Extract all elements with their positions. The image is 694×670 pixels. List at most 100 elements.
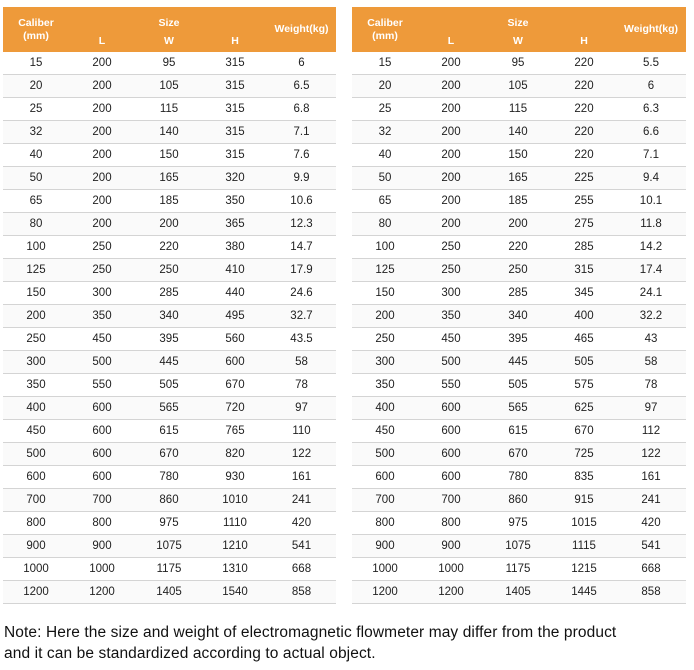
cell-weight: 122 [267,442,336,466]
cell-w: 975 [135,511,203,535]
cell-weight: 9.4 [616,166,686,190]
cell-h: 315 [203,120,267,144]
table-row: 500 600 670 725 122 [352,442,686,466]
cell-h: 220 [552,143,616,167]
table-row: 15 200 95 220 5.5 [352,52,686,75]
cell-caliber: 1000 [3,557,69,581]
cell-caliber: 900 [3,534,69,558]
cell-weight: 10.6 [267,189,336,213]
cell-l: 350 [418,304,484,328]
cell-l: 600 [69,419,135,443]
cell-weight: 161 [616,465,686,489]
cell-w: 165 [484,166,552,190]
table-row: 65 200 185 350 10.6 [3,189,336,213]
cell-h: 315 [203,74,267,98]
cell-l: 200 [69,52,135,75]
cell-weight: 7.6 [267,143,336,167]
cell-caliber: 350 [3,373,69,397]
cell-w: 615 [484,419,552,443]
cell-h: 1010 [203,488,267,512]
cell-l: 900 [69,534,135,558]
cell-h: 670 [552,419,616,443]
header-caliber-label: Caliber [367,16,403,29]
cell-h: 765 [203,419,267,443]
table-body-left: 15 200 95 315 6 20 200 105 315 6.5 25 200 115 315 6.8 3… [3,52,336,604]
table-row: 25 200 115 315 6.8 [3,97,336,121]
cell-l: 300 [69,281,135,305]
cell-weight: 241 [267,488,336,512]
cell-l: 200 [418,97,484,121]
cell-h: 440 [203,281,267,305]
cell-l: 200 [418,120,484,144]
table-row: 800 800 975 1110 420 [3,511,336,535]
cell-caliber: 65 [3,189,69,213]
cell-l: 500 [418,350,484,374]
cell-caliber: 20 [352,74,418,98]
cell-weight: 17.4 [616,258,686,282]
cell-weight: 11.8 [616,212,686,236]
cell-caliber: 100 [352,235,418,259]
dimension-table-left: Caliber (mm) Size Weight(kg) L W H 15 200… [3,7,336,604]
cell-caliber: 200 [3,304,69,328]
cell-l: 600 [418,465,484,489]
table-row: 100 250 220 285 14.2 [352,235,686,259]
cell-h: 1210 [203,534,267,558]
cell-weight: 6 [267,52,336,75]
cell-l: 200 [418,166,484,190]
cell-weight: 668 [616,557,686,581]
cell-weight: 97 [616,396,686,420]
cell-l: 200 [69,97,135,121]
table-row: 125 250 250 315 17.4 [352,258,686,282]
dimension-table-right: Caliber (mm) Size Weight(kg) L W H 15 200… [352,7,686,604]
cell-weight: 32.7 [267,304,336,328]
header-w: W [484,30,552,52]
header-h: H [552,30,616,52]
cell-weight: 58 [267,350,336,374]
footnote-line-1: Note: Here the size and weight of electr… [4,624,617,641]
cell-caliber: 32 [352,120,418,144]
cell-l: 1000 [418,557,484,581]
table-row: 700 700 860 915 241 [352,488,686,512]
table-row: 900 900 1075 1115 541 [352,534,686,558]
cell-weight: 12.3 [267,212,336,236]
cell-h: 915 [552,488,616,512]
cell-h: 725 [552,442,616,466]
cell-weight: 6.3 [616,97,686,121]
cell-weight: 110 [267,419,336,443]
cell-l: 1000 [69,557,135,581]
cell-weight: 43 [616,327,686,351]
header-weight: Weight(kg) [616,7,686,52]
table-row: 1200 1200 1405 1445 858 [352,580,686,604]
cell-h: 315 [203,143,267,167]
table-row: 800 800 975 1015 420 [352,511,686,535]
table-row: 32 200 140 220 6.6 [352,120,686,144]
header-size: Size [484,7,552,30]
table-row: 32 200 140 315 7.1 [3,120,336,144]
cell-weight: 5.5 [616,52,686,75]
header-caliber: Caliber (mm) [352,7,418,52]
cell-h: 495 [203,304,267,328]
table-row: 300 500 445 505 58 [352,350,686,374]
cell-h: 320 [203,166,267,190]
cell-l: 200 [69,74,135,98]
cell-weight: 78 [616,373,686,397]
cell-weight: 9.9 [267,166,336,190]
cell-w: 565 [484,396,552,420]
table-row: 450 600 615 670 112 [352,419,686,443]
cell-w: 670 [135,442,203,466]
cell-w: 1405 [484,580,552,604]
cell-l: 250 [418,258,484,282]
cell-h: 255 [552,189,616,213]
cell-caliber: 450 [3,419,69,443]
header-caliber-unit: (mm) [372,29,398,42]
cell-h: 315 [203,52,267,75]
cell-l: 200 [418,212,484,236]
cell-l: 200 [69,166,135,190]
footnote-line-2: and it can be standardized according to … [4,645,376,662]
cell-w: 140 [484,120,552,144]
cell-h: 1310 [203,557,267,581]
cell-w: 115 [484,97,552,121]
cell-caliber: 150 [3,281,69,305]
header-l: L [418,30,484,52]
cell-h: 345 [552,281,616,305]
